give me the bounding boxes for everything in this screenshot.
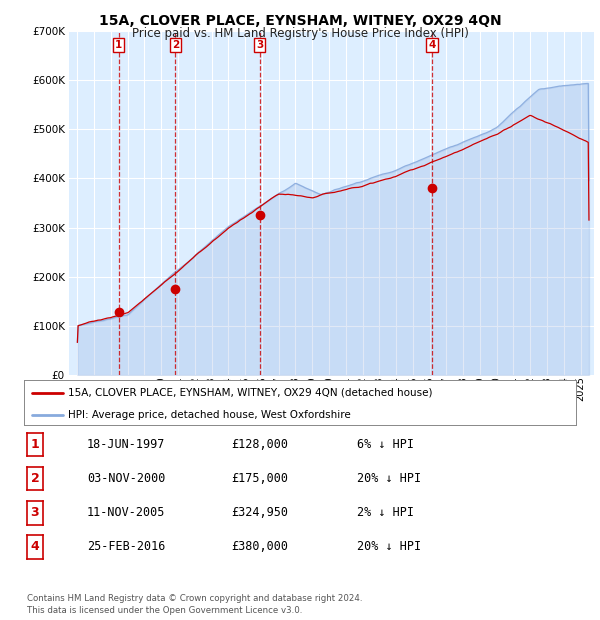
Text: 6% ↓ HPI: 6% ↓ HPI [357,438,414,451]
Text: 2: 2 [31,472,40,485]
Text: 1: 1 [115,40,122,50]
Text: 18-JUN-1997: 18-JUN-1997 [87,438,166,451]
Text: £380,000: £380,000 [231,541,288,553]
Text: 20% ↓ HPI: 20% ↓ HPI [357,541,421,553]
Text: Contains HM Land Registry data © Crown copyright and database right 2024.
This d: Contains HM Land Registry data © Crown c… [27,594,362,615]
Text: 3: 3 [31,507,39,519]
Text: 2% ↓ HPI: 2% ↓ HPI [357,507,414,519]
Text: 2: 2 [172,40,179,50]
Text: £175,000: £175,000 [231,472,288,485]
Text: £324,950: £324,950 [231,507,288,519]
Text: £128,000: £128,000 [231,438,288,451]
Text: 15A, CLOVER PLACE, EYNSHAM, WITNEY, OX29 4QN: 15A, CLOVER PLACE, EYNSHAM, WITNEY, OX29… [98,14,502,29]
Text: 25-FEB-2016: 25-FEB-2016 [87,541,166,553]
Text: 11-NOV-2005: 11-NOV-2005 [87,507,166,519]
Text: 4: 4 [428,40,436,50]
Text: Price paid vs. HM Land Registry's House Price Index (HPI): Price paid vs. HM Land Registry's House … [131,27,469,40]
Text: HPI: Average price, detached house, West Oxfordshire: HPI: Average price, detached house, West… [68,410,351,420]
Text: 4: 4 [31,541,40,553]
Text: 1: 1 [31,438,40,451]
Text: 3: 3 [256,40,263,50]
Text: 20% ↓ HPI: 20% ↓ HPI [357,472,421,485]
Text: 03-NOV-2000: 03-NOV-2000 [87,472,166,485]
Text: 15A, CLOVER PLACE, EYNSHAM, WITNEY, OX29 4QN (detached house): 15A, CLOVER PLACE, EYNSHAM, WITNEY, OX29… [68,388,433,397]
